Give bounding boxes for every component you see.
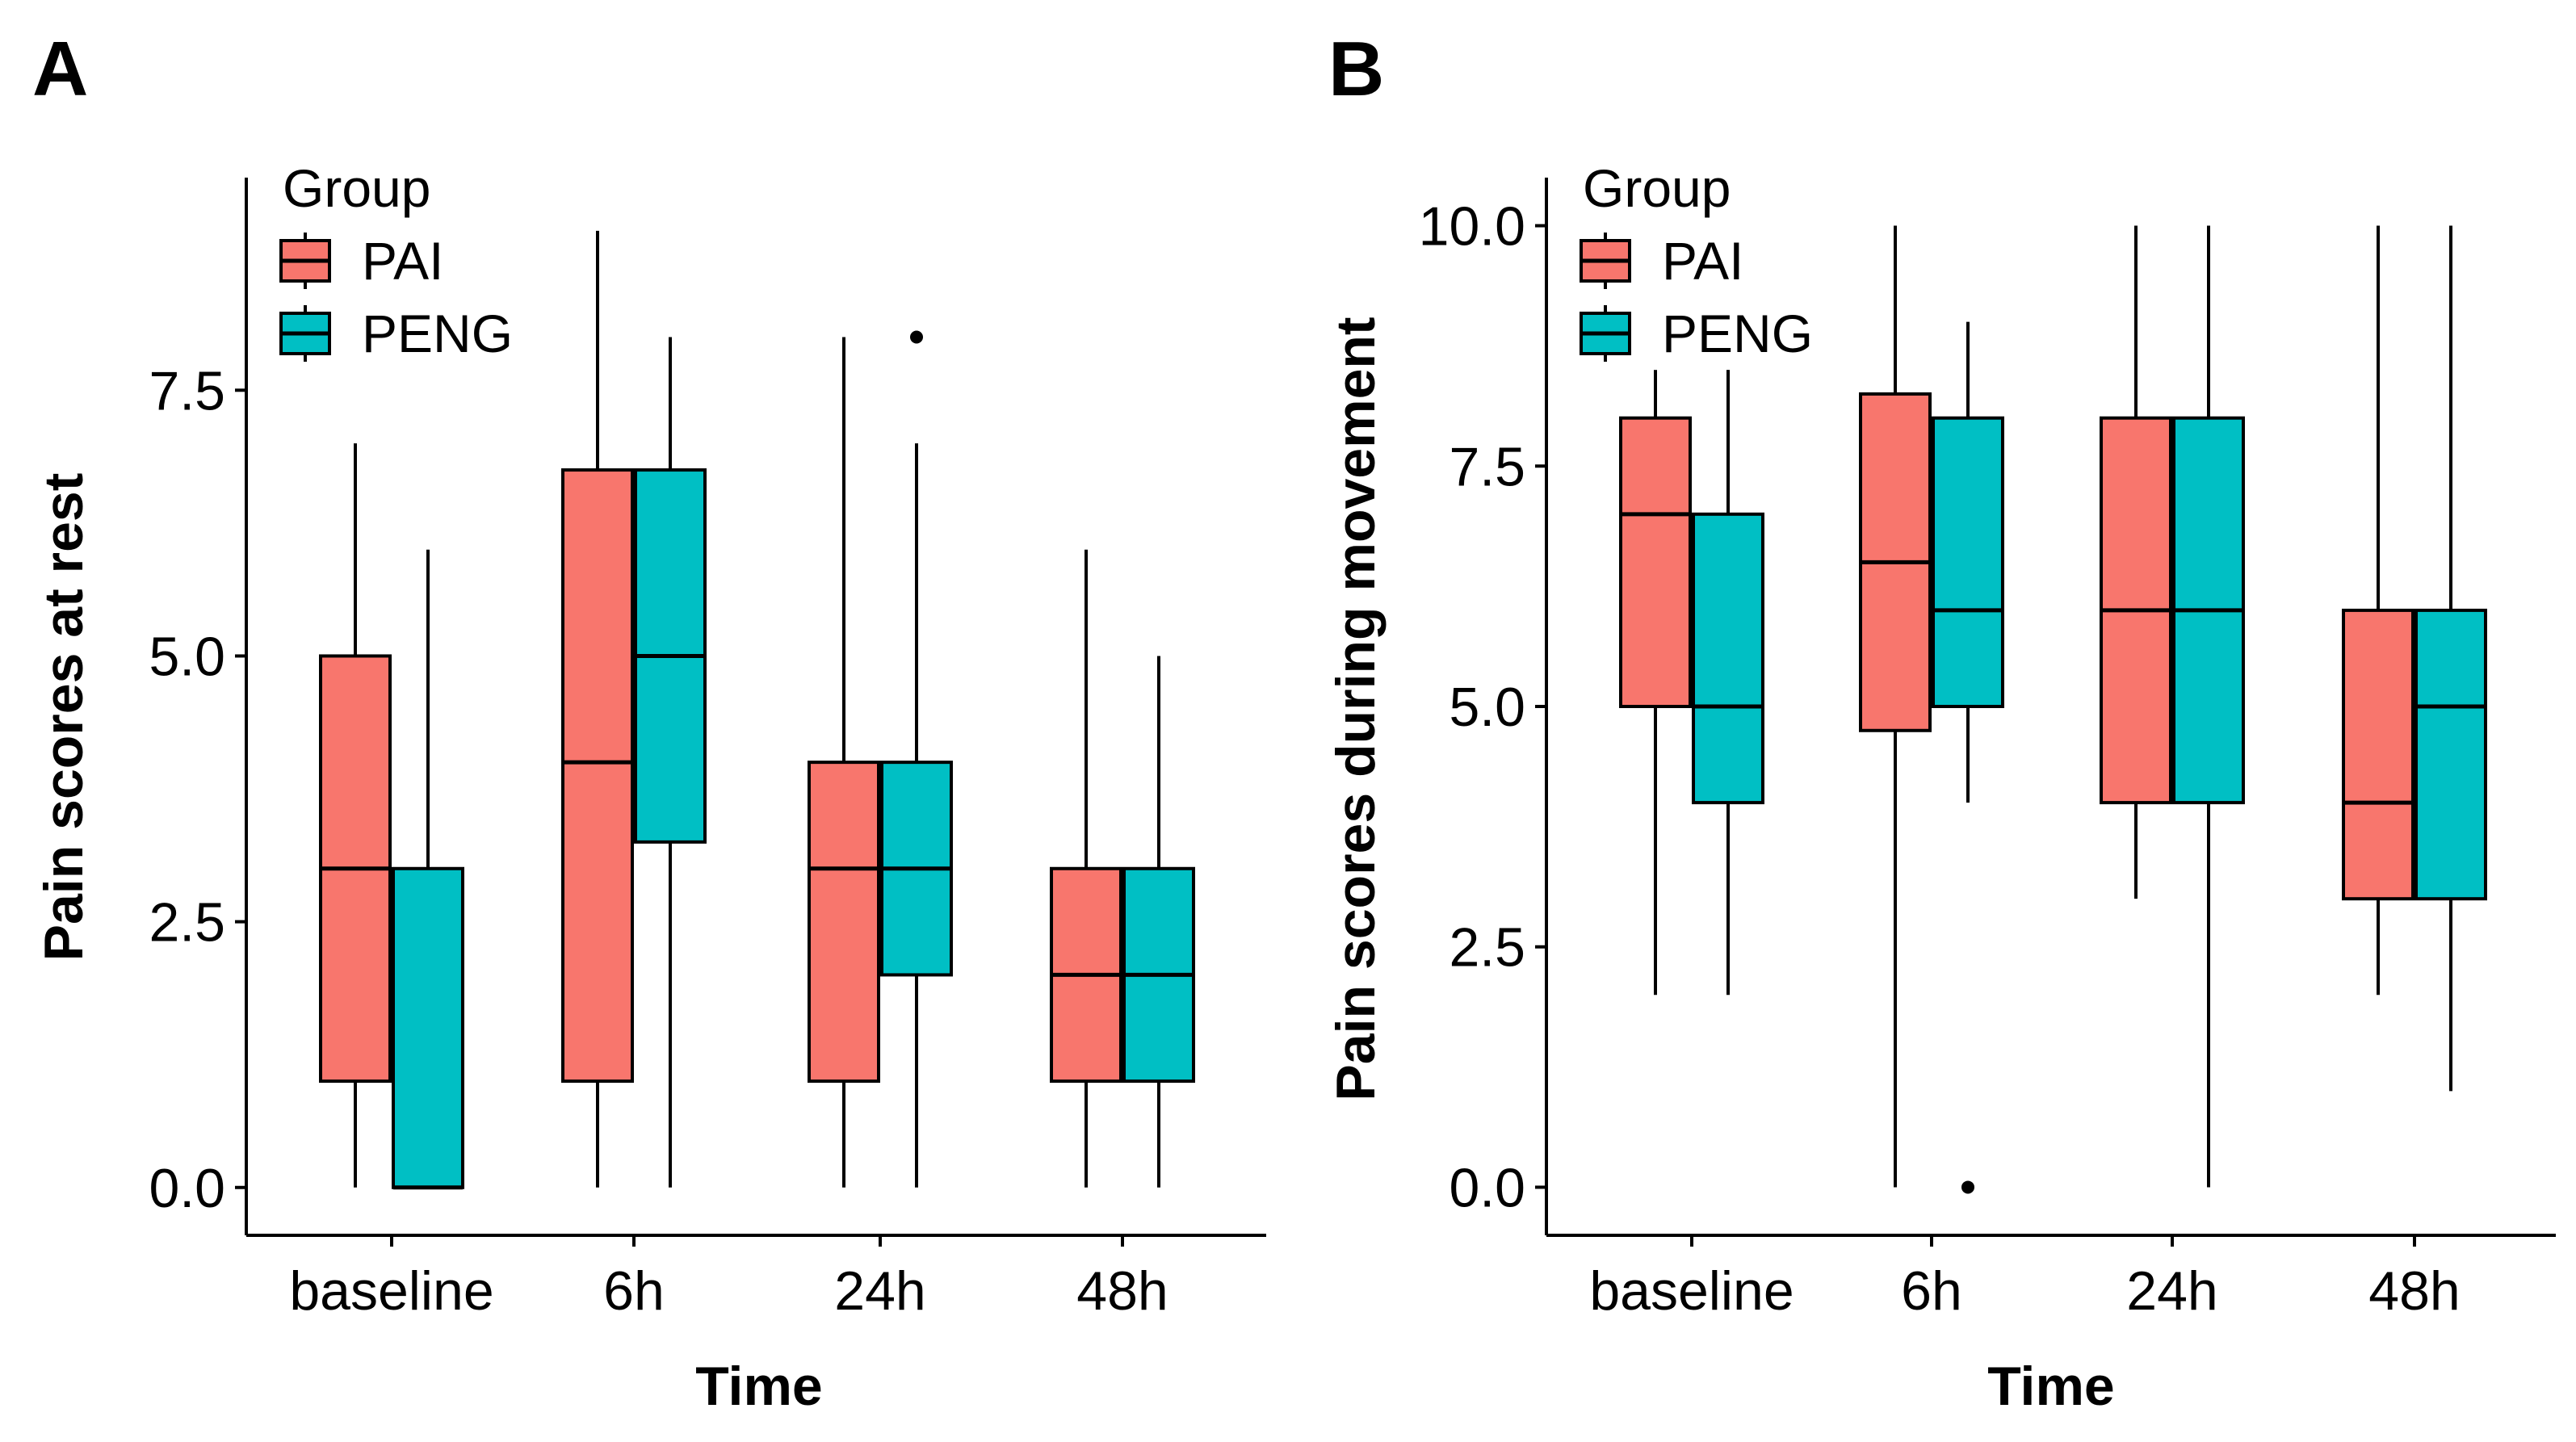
y-axis-title-a: Pain scores at rest xyxy=(33,473,94,962)
panel-a: A 0.0 2.5 5.0 7.5 baseline 6h 24h 48h Time Pain… xyxy=(32,26,1266,1417)
x-axis-title-a: Time xyxy=(695,1356,822,1417)
box-body xyxy=(1692,512,1764,805)
box-peng-6h xyxy=(1932,321,2004,1194)
y-tick-label: 10.0 xyxy=(1419,196,1525,258)
outlier-point xyxy=(910,330,923,344)
legend-label-pai-a: PAI xyxy=(362,231,443,291)
x-tick-label: 6h xyxy=(1901,1260,1962,1322)
box-pai-48h xyxy=(2342,225,2414,996)
box-body xyxy=(2414,608,2487,901)
legend-label-peng-b: PENG xyxy=(1662,304,1813,363)
box-peng-baseline xyxy=(1692,370,1764,996)
plot-area-b: 0.0 2.5 5.0 7.5 10.0 baseline 6h 24h 48h xyxy=(1419,178,2556,1322)
box-body xyxy=(392,866,464,1189)
box-body xyxy=(808,761,880,1084)
x-tick-label: 24h xyxy=(2126,1260,2217,1322)
box-body xyxy=(2342,608,2414,901)
legend-b: Group PAI PENG xyxy=(1580,158,1813,363)
plot-area-a: 0.0 2.5 5.0 7.5 baseline 6h 24h 48h xyxy=(149,178,1266,1322)
x-tick-label: baseline xyxy=(289,1260,493,1322)
outlier-point xyxy=(1961,1180,1974,1194)
y-tick-label: 7.5 xyxy=(149,360,225,421)
y-tick-label: 7.5 xyxy=(1449,436,1525,497)
x-tick-label: 24h xyxy=(834,1260,925,1322)
y-tick-label: 5.0 xyxy=(149,626,225,687)
box-pai-6h xyxy=(561,230,634,1188)
x-axis-title-b: Time xyxy=(1987,1356,2114,1417)
box-body xyxy=(1619,416,1692,709)
y-tick-label: 0.0 xyxy=(1449,1157,1525,1218)
legend-key-pai-b xyxy=(1580,233,1631,289)
legend-key-pai-a xyxy=(279,233,331,289)
box-pai-24h xyxy=(2100,225,2172,899)
box-body xyxy=(561,468,634,1084)
legend-key-peng-b xyxy=(1580,305,1631,362)
box-pai-baseline xyxy=(1619,370,1692,996)
box-body xyxy=(1932,416,2004,709)
box-peng-48h xyxy=(2414,225,2487,1092)
legend-label-pai-b: PAI xyxy=(1662,231,1743,291)
x-tick-label: 48h xyxy=(2368,1260,2460,1322)
box-pai-48h xyxy=(1050,549,1122,1188)
box-peng-24h xyxy=(2172,225,2245,1188)
y-tick-label: 2.5 xyxy=(1449,917,1525,979)
x-tick-label: 6h xyxy=(603,1260,665,1322)
legend-label-peng-a: PENG xyxy=(362,304,513,363)
box-pai-baseline xyxy=(319,443,392,1188)
box-peng-24h xyxy=(880,330,953,1188)
panel-label-b: B xyxy=(1328,26,1384,112)
y-axis-title-b: Pain scores during movement xyxy=(1325,316,1387,1100)
legend-title-b: Group xyxy=(1583,158,1731,218)
box-pai-6h xyxy=(1859,225,1932,1188)
y-tick-label: 0.0 xyxy=(149,1158,225,1219)
x-tick-label: baseline xyxy=(1589,1260,1794,1322)
y-tick-label: 2.5 xyxy=(149,892,225,954)
box-peng-baseline xyxy=(392,549,464,1190)
panel-label-a: A xyxy=(32,26,88,112)
box-pai-24h xyxy=(808,337,880,1188)
box-peng-48h xyxy=(1122,656,1195,1188)
legend-title-a: Group xyxy=(283,158,430,218)
box-peng-6h xyxy=(634,337,707,1188)
y-tick-label: 5.0 xyxy=(1449,677,1525,738)
legend-key-peng-a xyxy=(279,305,331,362)
legend-a: Group PAI PENG xyxy=(279,158,513,363)
x-tick-label: 48h xyxy=(1076,1260,1168,1322)
